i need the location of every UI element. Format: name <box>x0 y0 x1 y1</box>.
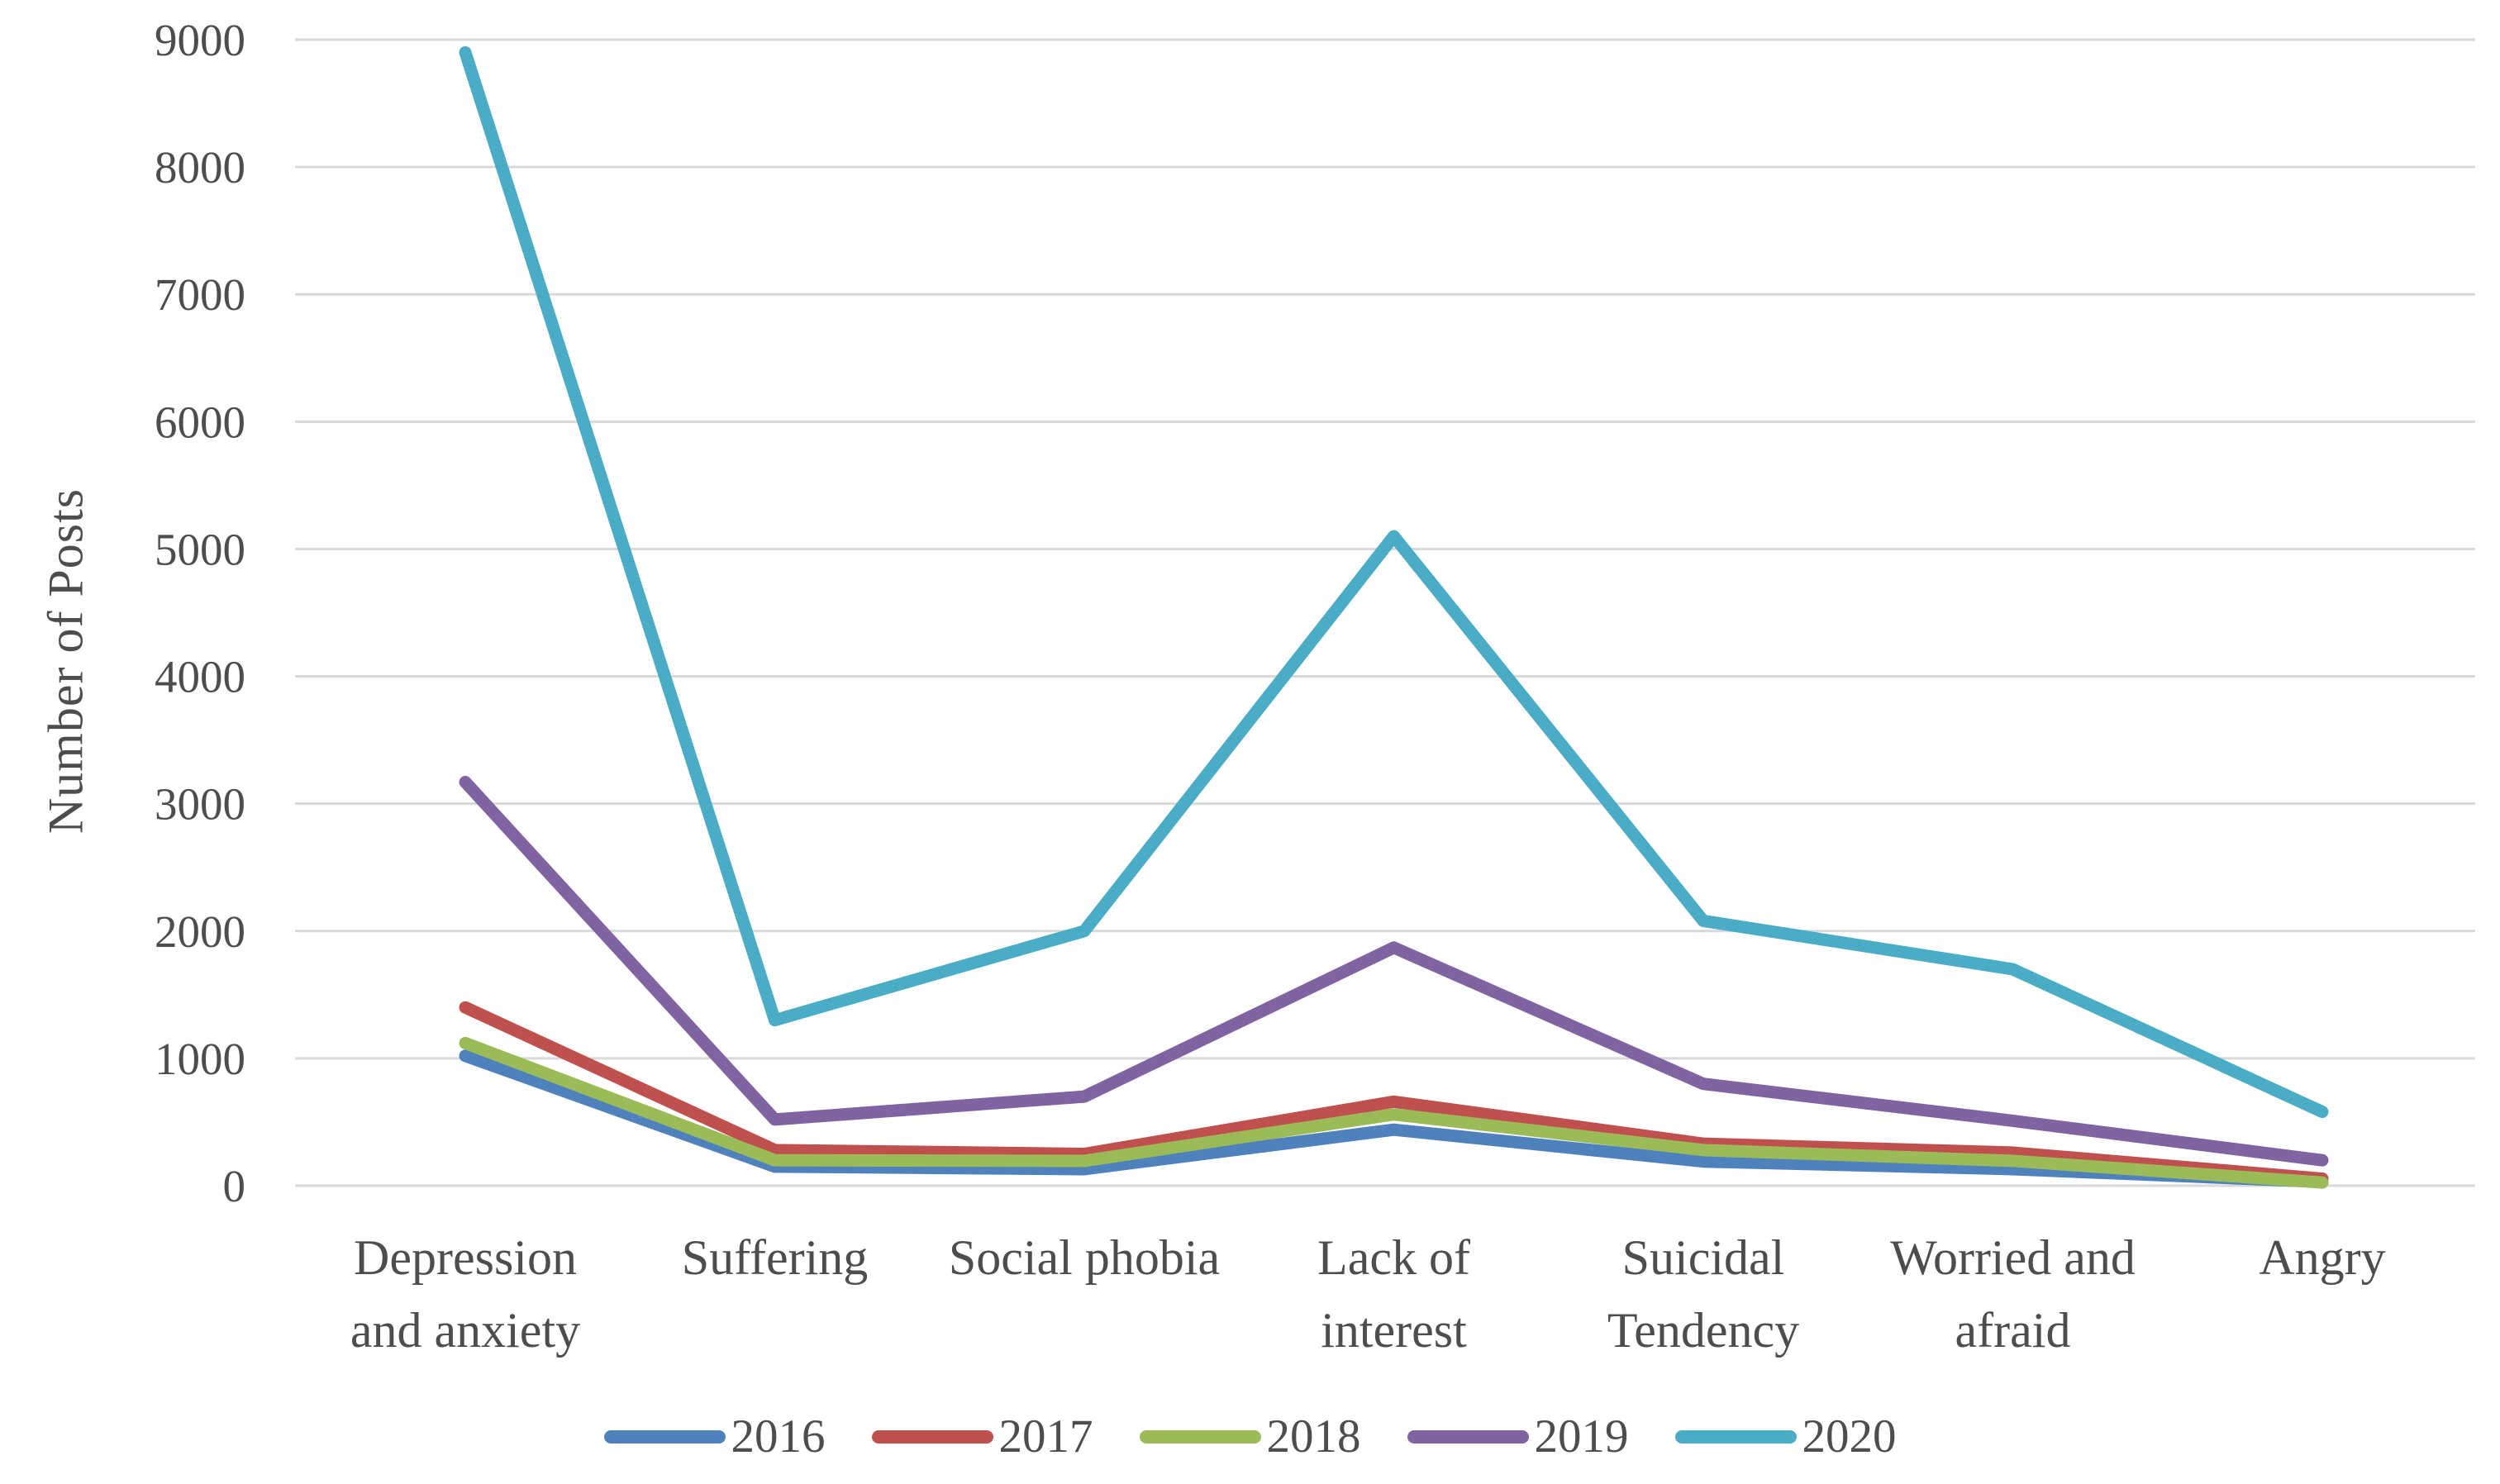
legend-swatch-2020 <box>1674 1429 1797 1444</box>
y-tick-label: 9000 <box>155 15 245 65</box>
category-label: Suicidal Tendency <box>1607 1230 1799 1358</box>
category-label: Social phobia <box>949 1230 1220 1285</box>
series-line-2018 <box>459 1036 2329 1189</box>
y-tick-label: 5000 <box>155 524 245 574</box>
legend-item-2018: 2018 <box>1139 1410 1361 1463</box>
legend-swatch-2017 <box>871 1429 993 1444</box>
legend-swatch-2019 <box>1407 1429 1529 1444</box>
y-tick-label: 6000 <box>155 397 245 447</box>
legend-item-2016: 2016 <box>603 1410 826 1463</box>
y-tick-label: 1000 <box>155 1034 245 1084</box>
category-label: Worried and afraid <box>1890 1230 2136 1358</box>
category-label: Depression and anxiety <box>350 1230 580 1358</box>
y-tick-label: 4000 <box>155 652 245 702</box>
y-tick-label: 7000 <box>155 269 245 320</box>
series-line-2017 <box>459 1001 2329 1186</box>
chart-legend: 2016 2017 2018 2019 2020 <box>0 1410 2500 1463</box>
y-tick-label: 3000 <box>155 779 245 830</box>
legend-label: 2016 <box>731 1410 826 1463</box>
legend-label: 2020 <box>1802 1410 1897 1463</box>
legend-item-2017: 2017 <box>871 1410 1093 1463</box>
legend-swatch-2018 <box>1139 1429 1261 1444</box>
y-tick-label: 2000 <box>155 906 245 957</box>
category-label: Suffering <box>682 1230 869 1285</box>
series-line-2019 <box>459 775 2329 1167</box>
legend-label: 2019 <box>1534 1410 1629 1463</box>
y-tick-label: 0 <box>223 1161 246 1211</box>
legend-item-2020: 2020 <box>1674 1410 1897 1463</box>
series-line-2020 <box>459 45 2329 1119</box>
legend-label: 2017 <box>998 1410 1093 1463</box>
category-label: Angry <box>2259 1230 2385 1285</box>
category-label: Lack of interest <box>1317 1230 1470 1358</box>
legend-swatch-2016 <box>603 1429 726 1444</box>
series-line-2016 <box>459 1049 2329 1188</box>
y-tick-label: 8000 <box>155 142 245 193</box>
legend-item-2019: 2019 <box>1407 1410 1629 1463</box>
legend-label: 2018 <box>1266 1410 1361 1463</box>
